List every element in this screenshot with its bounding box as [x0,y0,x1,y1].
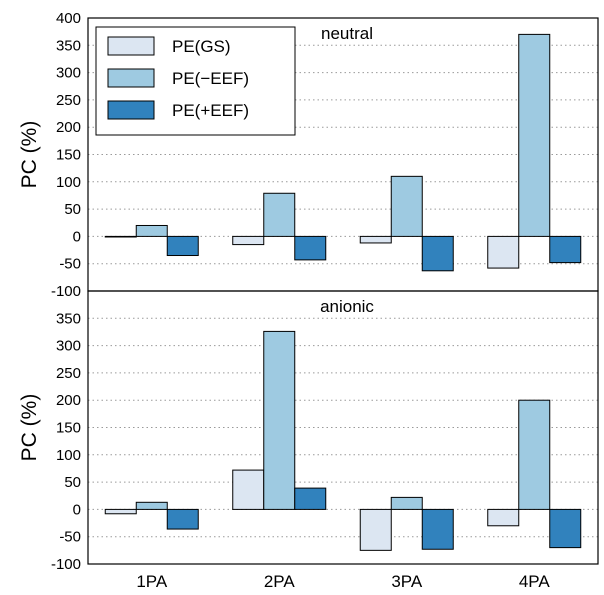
neutral-bar [263,192,296,237]
anionic-y-tick-label: 50 [64,474,81,491]
legend: PE(GS) PE(−EEF) PE(+EEF) [95,26,296,136]
anionic-plot-frame [87,290,599,565]
legend-swatch [107,36,155,56]
anionic-bar [549,508,582,549]
anionic-bar [294,487,327,510]
neutral-bar [549,235,582,264]
anionic-y-tick-label: 100 [56,447,81,464]
legend-label: PE(+EEF) [172,101,249,120]
x-tick-label: 3PA [391,572,423,591]
neutral-y-tick-label: 200 [56,119,81,136]
neutral-bar [359,235,392,244]
neutral-y-tick-label: 0 [73,228,81,245]
neutral-y-axis-label: PC (%) [18,121,41,189]
neutral-y-tick-label: 50 [64,201,81,218]
neutral-y-tick-label: -50 [59,256,81,273]
neutral-y-tick-label: 400 [56,10,81,27]
anionic-y-tick-label: -50 [59,529,81,546]
anionic-bar [518,399,551,510]
x-tick-label: 2PA [264,572,296,591]
neutral-bar [104,235,137,238]
anionic-y-tick-label: 250 [56,365,81,382]
legend-label: PE(GS) [172,37,231,56]
anionic-y-tick-label: 150 [56,420,81,437]
anionic-bar [487,508,520,527]
anionic-y-tick-label: 300 [56,338,81,355]
neutral-bar [135,224,168,237]
anionic-bar [166,508,199,530]
neutral-bar [421,235,454,272]
neutral-y-tick-label: 300 [56,65,81,82]
legend-swatch [107,68,155,88]
anionic-y-tick-label: 350 [56,310,81,327]
anionic-bar [421,508,454,550]
anionic-bar [104,508,137,515]
anionic-bar [263,330,296,510]
neutral-y-tick-label: 350 [56,37,81,54]
neutral-y-tick-label: -100 [51,283,81,300]
x-tick-label: 1PA [136,572,168,591]
anionic-bar [359,508,392,551]
neutral-bar [232,235,265,246]
neutral-bar [487,235,520,269]
neutral-bar [294,235,327,261]
legend-label: PE(−EEF) [172,69,249,88]
anionic-y-tick-label: -100 [51,556,81,573]
legend-swatch [107,100,155,120]
anionic-panel-title: anionic [320,297,374,316]
x-tick-label: 4PA [519,572,551,591]
anionic-bar [390,496,423,510]
neutral-bar [518,33,551,237]
anionic-y-axis-label: PC (%) [18,394,41,462]
neutral-y-tick-label: 250 [56,92,81,109]
anionic-y-tick-label: 0 [73,501,81,518]
anionic-y-tick-label: 200 [56,392,81,409]
neutral-panel-title: neutral [321,24,373,43]
anionic-bar [232,469,265,510]
neutral-y-tick-label: 100 [56,174,81,191]
neutral-y-tick-label: 150 [56,147,81,164]
neutral-bar [390,175,423,237]
anionic-bar [135,501,168,510]
neutral-bar [166,235,199,257]
